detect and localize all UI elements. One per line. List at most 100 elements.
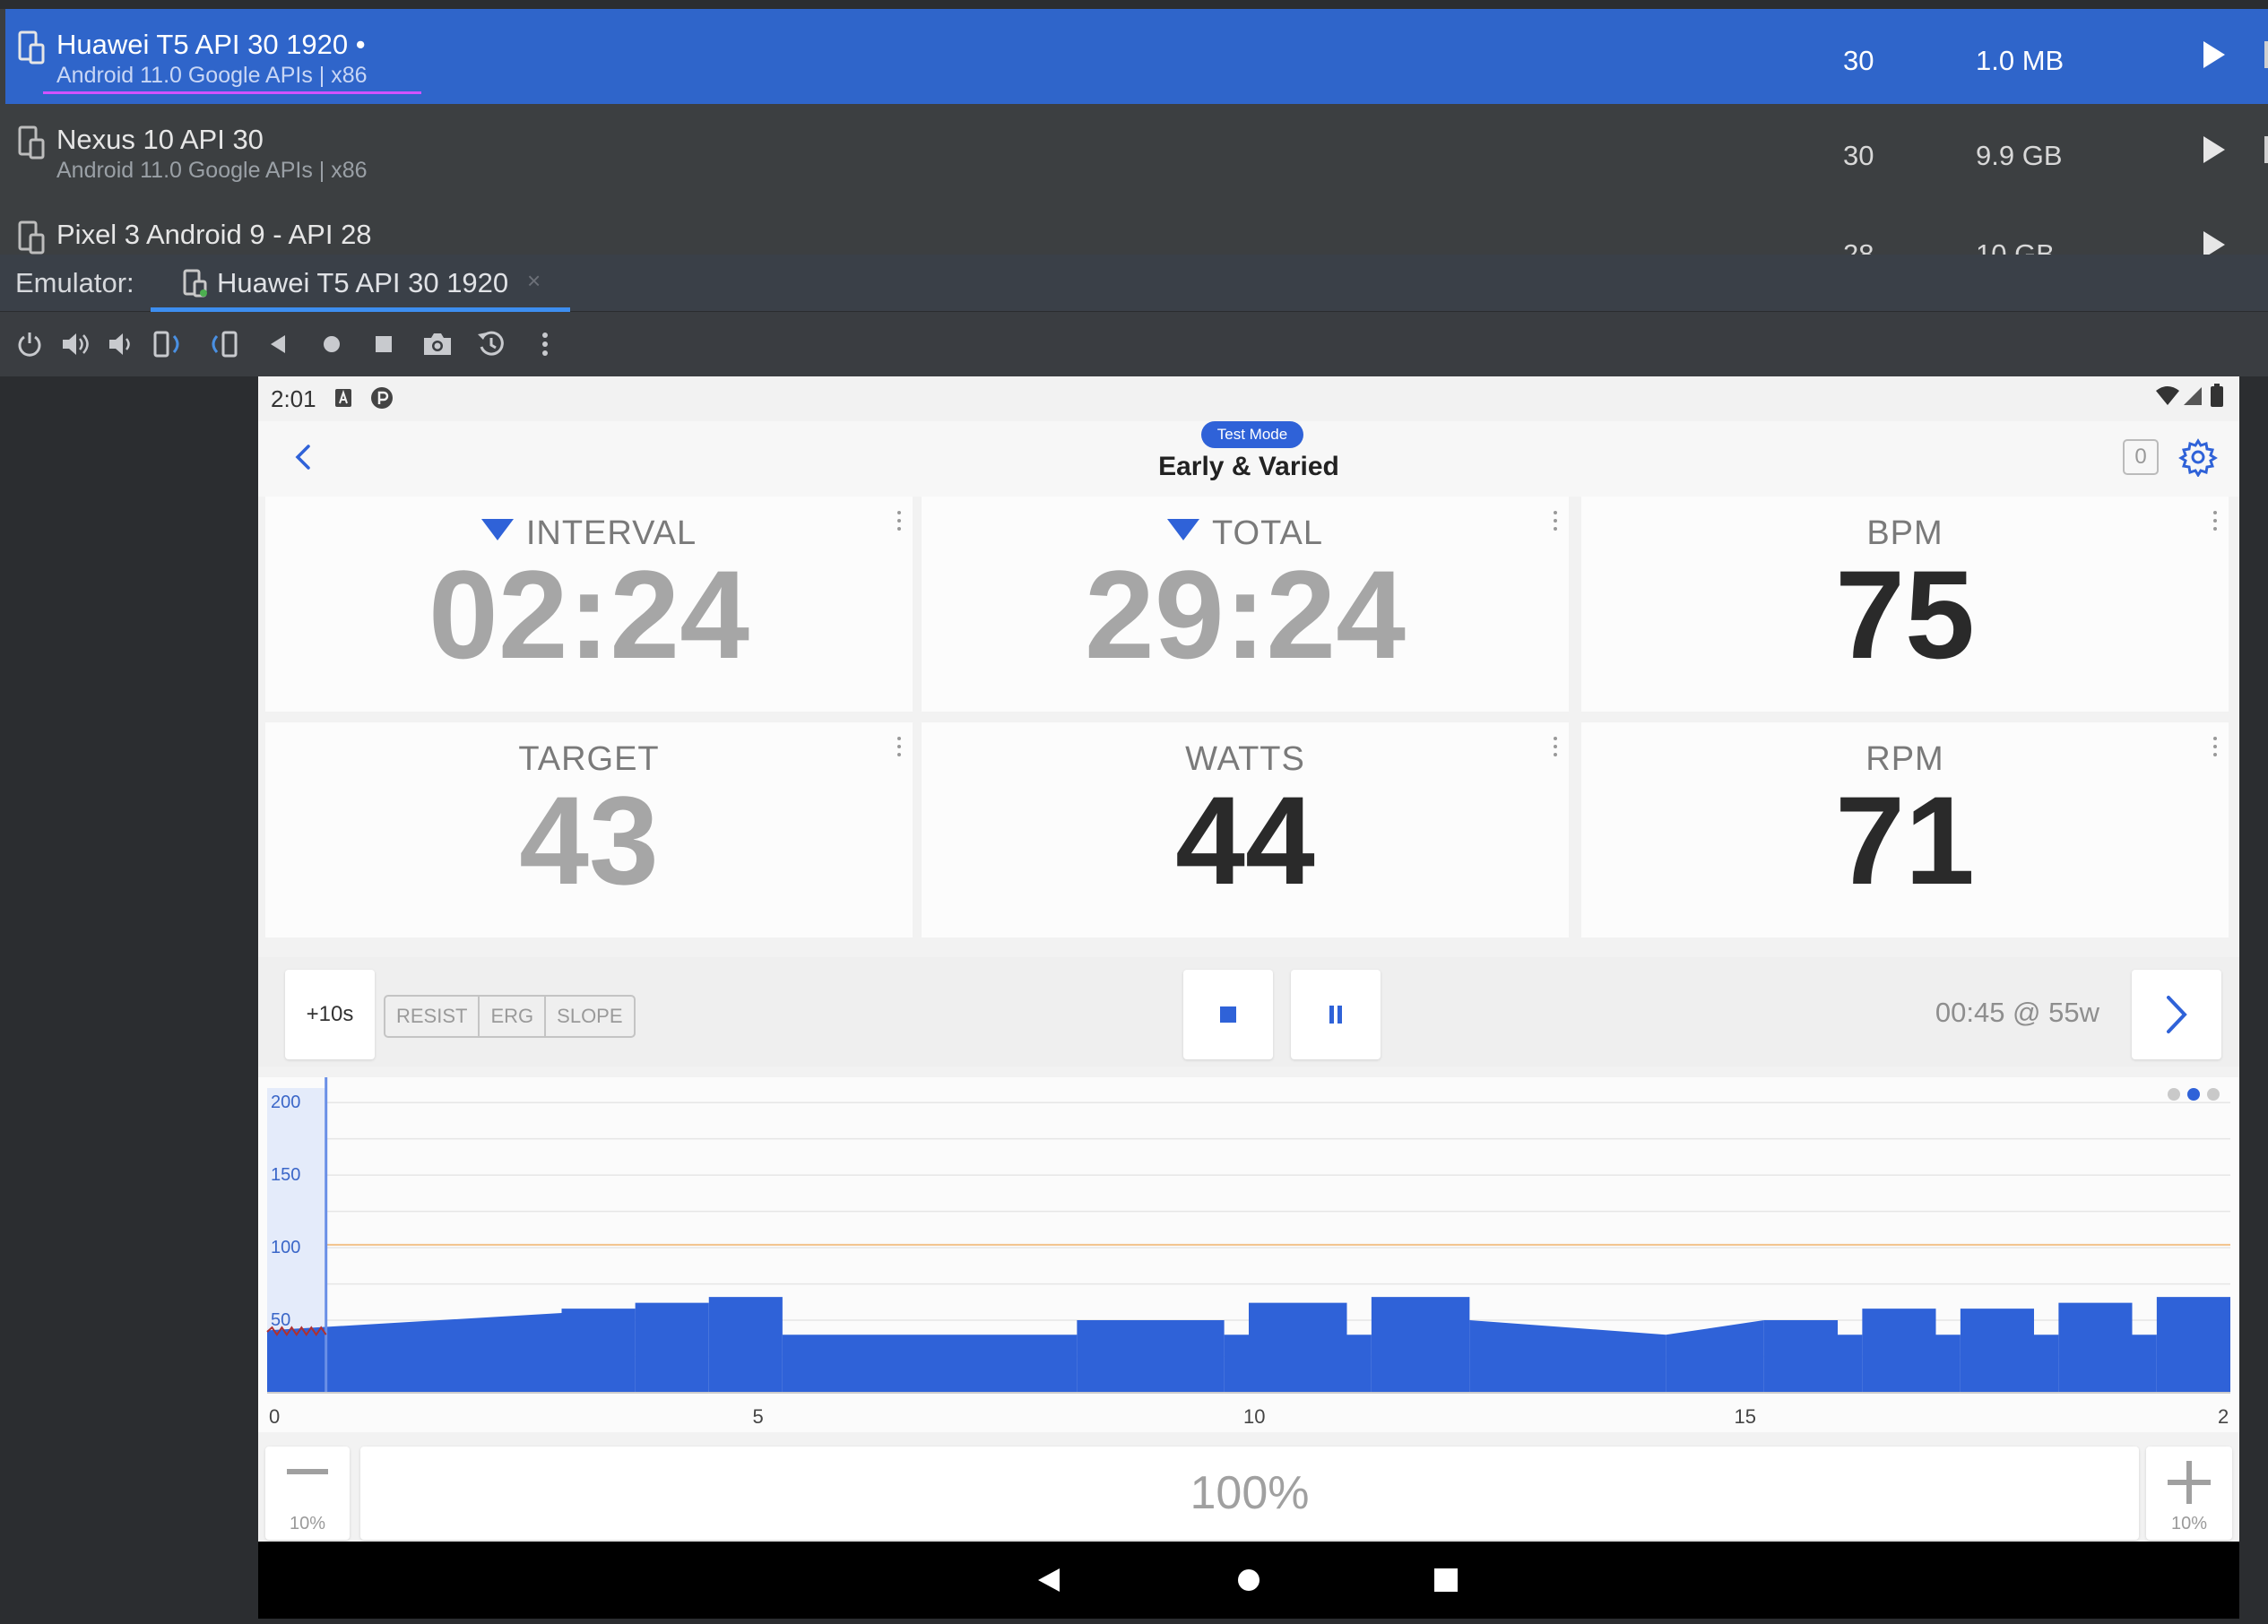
interval-segment [1249, 1302, 1347, 1393]
tab-huawei-t5[interactable]: Huawei T5 API 30 1920 × [151, 255, 570, 312]
tile-label: WATTS [1185, 740, 1305, 778]
workout-chart[interactable]: 200 150 100 50 0 5 10 15 2 [258, 1077, 2239, 1432]
launch-play-icon[interactable] [2203, 136, 2225, 163]
tile-value: 29:24 [1084, 544, 1407, 685]
stop-button[interactable] [1183, 970, 1273, 1059]
add-10s-button[interactable]: +10s [285, 970, 375, 1059]
snapshot-icon[interactable] [473, 326, 509, 362]
device-size: 9.9 GB [1976, 140, 2063, 171]
tile-rpm[interactable]: RPM 71 [1581, 722, 2229, 937]
tile-total[interactable]: TOTAL 29:24 [922, 497, 1569, 712]
tab-title: Huawei T5 API 30 1920 [217, 267, 509, 298]
tile-target[interactable]: TARGET 43 [265, 722, 913, 937]
rotate-left-icon[interactable] [151, 326, 186, 362]
tile-value: 43 [519, 770, 659, 911]
more-icon[interactable] [527, 326, 563, 362]
more-icon[interactable] [896, 511, 902, 534]
x-tick-label: 2 [2218, 1405, 2229, 1428]
more-icon[interactable] [1553, 511, 1558, 534]
device-api-level: 30 [1843, 140, 1874, 171]
more-icon[interactable] [2212, 511, 2218, 534]
battery-icon [2211, 384, 2223, 407]
power-icon[interactable] [12, 326, 48, 362]
device-row-nexus-10[interactable]: Nexus 10 API 30 Android 11.0 Google APIs… [5, 104, 2268, 199]
launch-play-icon[interactable] [2203, 41, 2225, 68]
overview-icon[interactable] [366, 326, 402, 362]
more-icon[interactable] [2212, 737, 2218, 760]
interval-segment [635, 1302, 709, 1393]
tile-bpm[interactable]: BPM 75 [1581, 497, 2229, 712]
tile-value: 75 [1835, 544, 1975, 685]
actual-power-trace [266, 1326, 327, 1337]
stop-icon [1220, 1006, 1236, 1023]
mode-erg-button[interactable]: ERG [480, 997, 547, 1036]
interval-segment [267, 1312, 562, 1393]
back-icon[interactable] [260, 326, 296, 362]
intensity-percent: 100% [360, 1447, 2139, 1540]
mode-resist-button[interactable]: RESIST [385, 997, 480, 1036]
next-interval-info: 00:45 @ 55w [1935, 997, 2099, 1028]
volume-down-icon[interactable] [102, 326, 138, 362]
back-chevron-icon[interactable] [285, 439, 321, 475]
interval-segment [1763, 1320, 1838, 1393]
device-size: 1.0 MB [1976, 45, 2065, 76]
y-tick-label: 200 [271, 1093, 300, 1112]
more-icon[interactable] [1553, 737, 1558, 760]
volume-up-icon[interactable] [57, 326, 93, 362]
test-mode-badge: Test Mode [1201, 421, 1303, 448]
emulator-label: Emulator: [15, 267, 134, 298]
interval-segment [1469, 1320, 1666, 1393]
device-icon [18, 30, 45, 65]
device-screen: 2:01 Test Mode Early & Varied 0 INTERVAL… [258, 376, 2239, 1542]
interval-segment [782, 1335, 1078, 1393]
device-api-level: 28 [1843, 238, 1874, 255]
camera-icon[interactable] [420, 326, 455, 362]
interval-segment [1862, 1309, 1936, 1393]
interval-segment [1077, 1320, 1225, 1393]
lap-counter[interactable]: 0 [2123, 439, 2159, 475]
x-tick-label: 15 [1735, 1405, 1756, 1428]
mode-slope-button[interactable]: SLOPE [557, 1005, 623, 1027]
increase-intensity-button[interactable]: 10% [2146, 1447, 2232, 1540]
more-icon[interactable] [896, 737, 902, 760]
tile-value: 02:24 [428, 544, 750, 685]
row-edge-icon [2264, 136, 2268, 163]
emulator-toolbar [0, 312, 2268, 376]
tile-watts[interactable]: WATTS 44 [922, 722, 1569, 937]
gear-icon[interactable] [2178, 437, 2218, 477]
intensity-row: 10% 100% 10% [258, 1445, 2239, 1540]
nav-home-icon[interactable] [1237, 1568, 1260, 1592]
android-nav-bar [258, 1542, 2239, 1619]
device-manager-list: Huawei T5 API 30 1920 • Android 11.0 Goo… [0, 0, 2268, 255]
tile-interval[interactable]: INTERVAL 02:24 [265, 497, 913, 712]
interval-segment [1935, 1335, 1961, 1393]
device-row-huawei-t5[interactable]: Huawei T5 API 30 1920 • Android 11.0 Goo… [5, 9, 2268, 104]
tile-value: 44 [1175, 770, 1315, 911]
interval-segment [708, 1297, 783, 1393]
next-interval-button[interactable] [2132, 970, 2221, 1059]
device-row-pixel-3[interactable]: Pixel 3 Android 9 - API 28 28 10 GB [5, 199, 2268, 255]
wifi-icon [2156, 386, 2179, 405]
close-icon[interactable]: × [527, 267, 541, 294]
launch-play-icon[interactable] [2203, 231, 2225, 255]
signal-icon [2184, 387, 2202, 405]
device-name: Pixel 3 Android 9 - API 28 [56, 219, 372, 250]
notification-a-icon [335, 389, 351, 407]
interval-segment [561, 1309, 636, 1393]
interval-segment [2132, 1335, 2157, 1393]
device-subtitle: Android 11.0 Google APIs | x86 [56, 63, 368, 88]
pause-icon [1329, 1006, 1342, 1024]
nav-back-icon[interactable] [1036, 1567, 1061, 1594]
row-edge-icon [2264, 41, 2268, 68]
decrease-intensity-button[interactable]: 10% [265, 1447, 350, 1540]
page-dot-active [2187, 1088, 2200, 1101]
nav-overview-icon[interactable] [1434, 1568, 1458, 1592]
pause-button[interactable] [1291, 970, 1381, 1059]
home-icon[interactable] [314, 326, 350, 362]
android-status-bar: 2:01 [258, 376, 2239, 421]
chevron-right-icon [2167, 996, 2187, 1033]
tile-label: TARGET [518, 740, 660, 778]
device-size: 10 GB [1976, 238, 2055, 255]
tile-label: INTERVAL [265, 514, 913, 553]
rotate-right-icon[interactable] [204, 326, 240, 362]
